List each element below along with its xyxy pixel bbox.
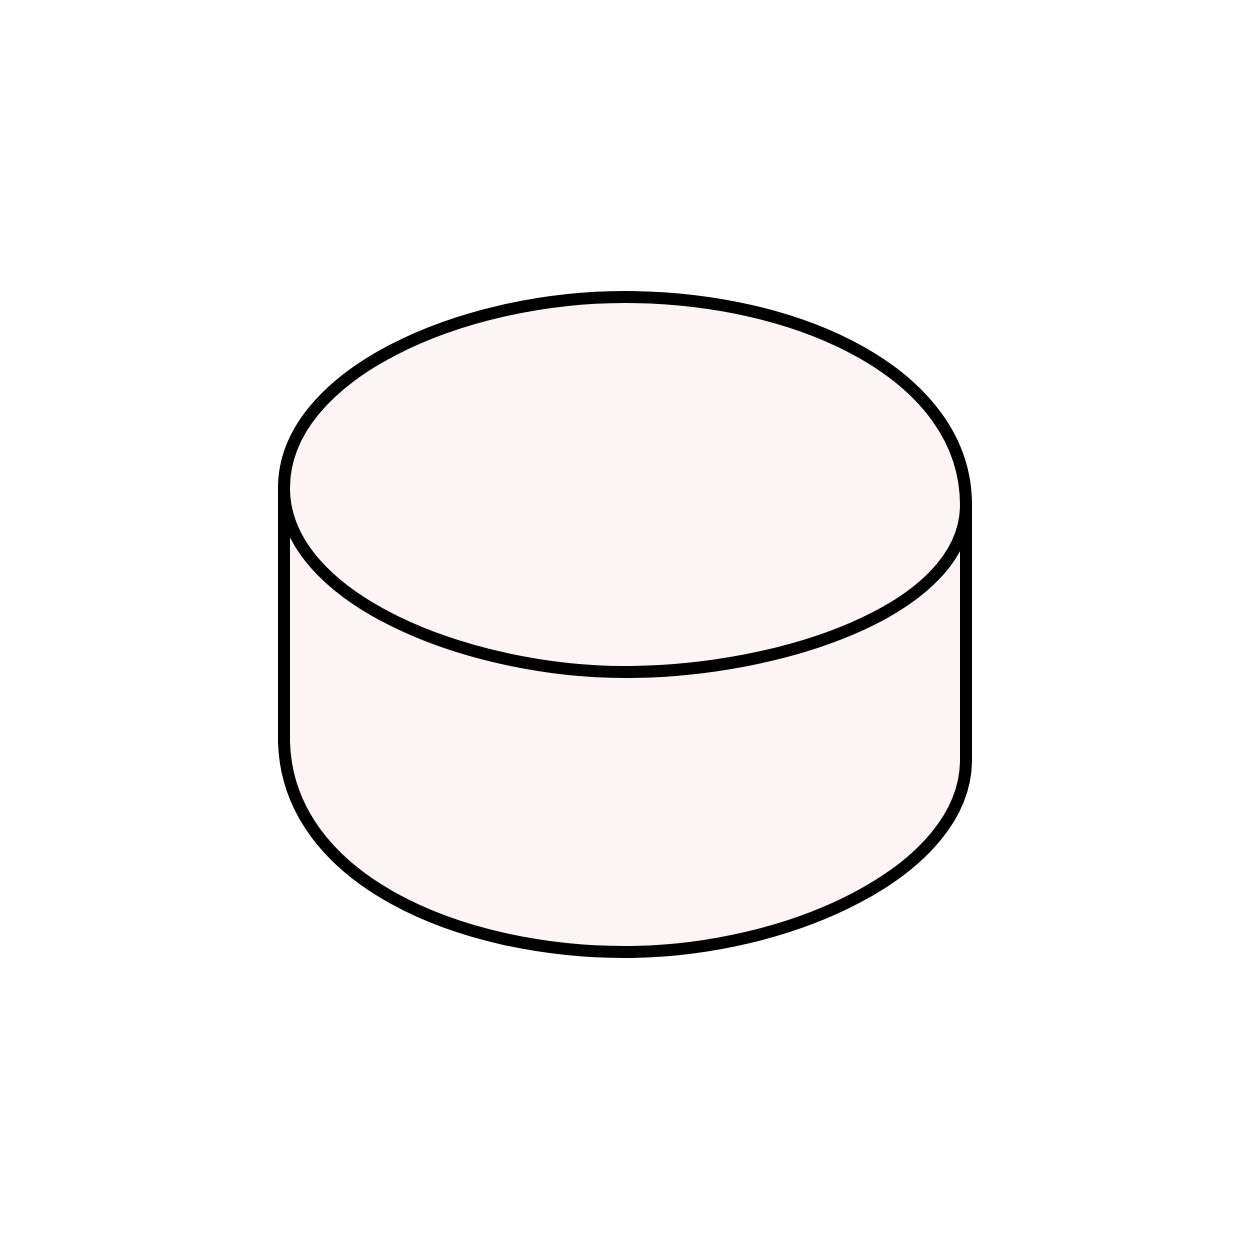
cylinder-top-face	[278, 291, 972, 678]
